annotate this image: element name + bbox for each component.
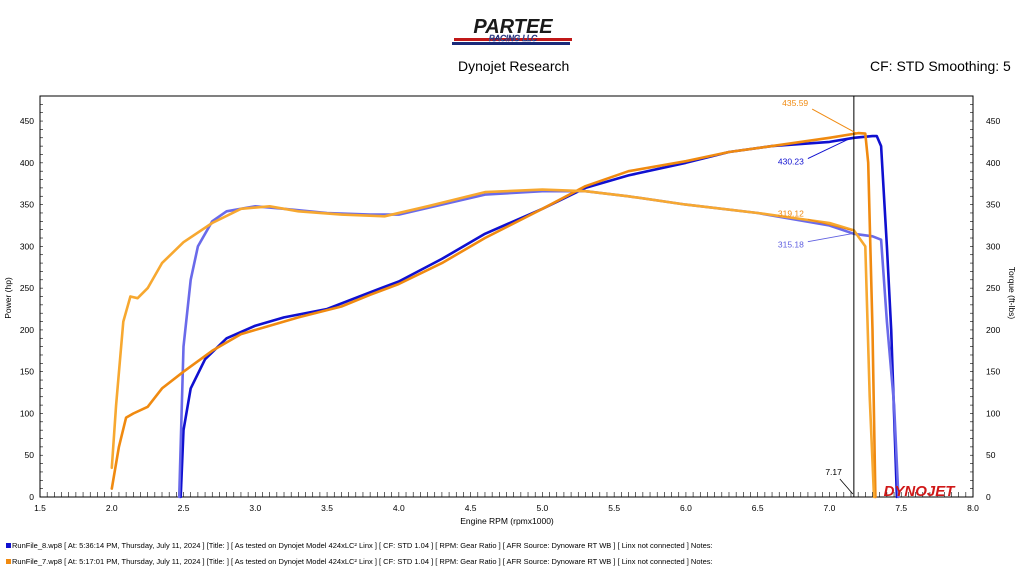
x-tick-label: 5.5 (608, 503, 620, 513)
y2-tick-label: 400 (986, 158, 1000, 168)
run-legend-row-1: RunFile_8.wp8 [ At: 5:36:14 PM, Thursday… (6, 541, 713, 550)
x-tick-label: 5.0 (536, 503, 548, 513)
annotation-value: 315.18 (778, 240, 804, 250)
x-tick-label: 7.5 (895, 503, 907, 513)
run-label-2: RunFile_7.wp8 [ At: 5:17:01 PM, Thursday… (12, 557, 713, 566)
y2-axis-label: Torque (ft-lbs) (1007, 267, 1017, 320)
correction-info: CF: STD Smoothing: 5 (870, 58, 1011, 74)
annotation-value: 435.59 (782, 98, 808, 108)
x-tick-label: 4.0 (393, 503, 405, 513)
run-color-swatch-1 (6, 543, 11, 548)
x-tick-label: 6.5 (752, 503, 764, 513)
x-tick-label: 3.0 (249, 503, 261, 513)
series-line-runfile-7-wp8-power (110, 131, 877, 499)
y-tick-label: 450 (20, 116, 34, 126)
annotation-leader (807, 233, 852, 243)
run-legend-row-2: RunFile_7.wp8 [ At: 5:17:01 PM, Thursday… (6, 557, 713, 566)
y2-tick-label: 100 (986, 408, 1000, 418)
svg-text:PARTEE: PARTEE (473, 16, 553, 38)
annotation-value: 319.12 (778, 208, 804, 218)
y-tick-label: 0 (29, 492, 34, 502)
y2-tick-label: 250 (986, 283, 1000, 293)
x-axis-label: Engine RPM (rpmx1000) (460, 516, 554, 526)
cursor-layer: 7.17 (825, 96, 855, 497)
chart-title: Dynojet Research (458, 58, 570, 74)
y-tick-label: 400 (20, 158, 34, 168)
x-tick-label: 4.5 (465, 503, 477, 513)
y-tick-label: 250 (20, 283, 34, 293)
y-tick-label: 100 (20, 408, 34, 418)
rpm-cursor-label: 7.17 (825, 467, 842, 477)
y2-tick-label: 350 (986, 200, 1000, 210)
svg-text:RACING LLC: RACING LLC (489, 34, 537, 43)
rpm-cursor-pointer (839, 478, 854, 495)
y2-tick-label: 150 (986, 367, 1000, 377)
y-tick-label: 350 (20, 200, 34, 210)
partee-racing-logo: PARTEE RACING LLC (452, 16, 572, 45)
annotation-leader (811, 108, 857, 134)
y-tick-label: 150 (20, 367, 34, 377)
y2-tick-label: 200 (986, 325, 1000, 335)
y-tick-label: 50 (25, 450, 35, 460)
annotation-layer: 435.59 430.23 319.12 315.18 (778, 98, 857, 250)
x-tick-label: 7.0 (824, 503, 836, 513)
tick-layer: 1.5 2.0 2.5 3.0 3.5 4.0 4.5 5.0 5.5 6.0 6.5 7.0 7.5 8… (20, 95, 1000, 513)
x-tick-label: 3.5 (321, 503, 333, 513)
y-axis-label: Power (hp) (3, 277, 13, 319)
y2-tick-label: 50 (986, 450, 996, 460)
run-color-swatch-2 (6, 559, 11, 564)
y2-tick-label: 0 (986, 492, 991, 502)
x-tick-label: 8.0 (967, 503, 979, 513)
annotation-leader (807, 218, 852, 231)
y-tick-label: 300 (20, 241, 34, 251)
dynojet-watermark: DYNOJET (884, 483, 957, 500)
x-tick-label: 1.5 (34, 503, 46, 513)
annotation-leader (807, 137, 853, 160)
y2-tick-label: 450 (986, 116, 1000, 126)
y2-tick-label: 300 (986, 241, 1000, 251)
annotation-value: 430.23 (778, 157, 804, 167)
x-tick-label: 6.0 (680, 503, 692, 513)
y-tick-label: 200 (20, 325, 34, 335)
x-tick-label: 2.5 (178, 503, 190, 513)
series-line-runfile-8-wp8-torque (177, 189, 900, 499)
x-tick-label: 2.0 (106, 503, 118, 513)
run-label-1: RunFile_8.wp8 [ At: 5:36:14 PM, Thursday… (12, 541, 713, 550)
